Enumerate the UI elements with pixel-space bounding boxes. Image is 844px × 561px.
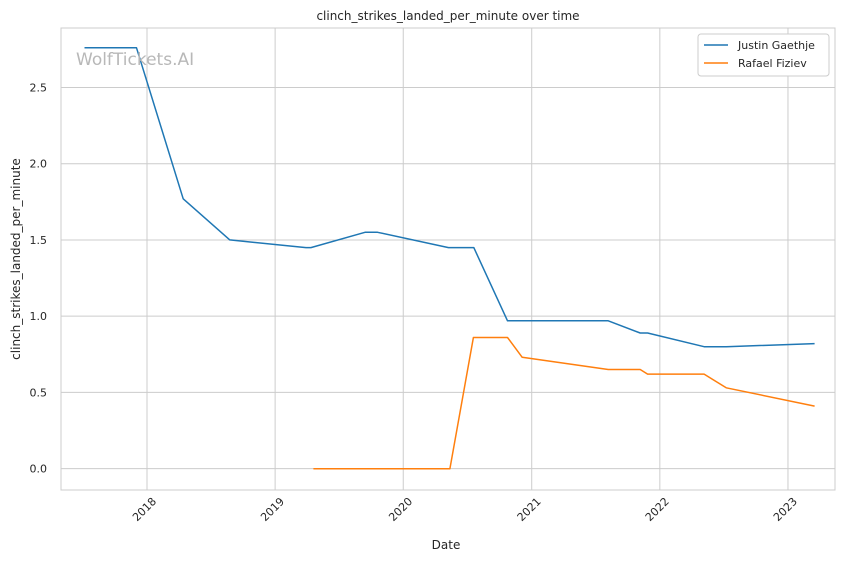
legend-label-justin-gaethje: Justin Gaethje [737,39,815,52]
series-layer [84,47,815,470]
plot-frame [60,27,836,491]
x-axis-title: Date [432,538,461,552]
y-tick-label: 0.5 [30,386,48,399]
series-line-justin-gaethje [84,47,815,348]
y-axis-title: clinch_strikes_landed_per_minute [9,158,23,360]
y-tick-label: 1.5 [30,234,48,247]
legend: Justin Gaethje Rafael Fiziev [697,33,830,77]
legend-label-rafael-fiziev: Rafael Fiziev [738,57,807,70]
watermark: WolfTickets.AI [76,50,194,70]
legend-box [697,33,830,77]
y-axis-ticks: 0.0 0.5 1.0 1.5 2.0 2.5 [30,81,48,475]
series-line-rafael-fiziev [313,336,815,470]
grid-layer [61,28,835,490]
chart-title: clinch_strikes_landed_per_minute over ti… [316,9,579,23]
plot-area: WolfTickets.AI [60,27,836,491]
y-tick-label: 2.5 [30,81,48,94]
y-tick-label: 1.0 [30,310,48,323]
y-tick-label: 2.0 [30,158,48,171]
y-tick-label: 0.0 [30,463,48,476]
